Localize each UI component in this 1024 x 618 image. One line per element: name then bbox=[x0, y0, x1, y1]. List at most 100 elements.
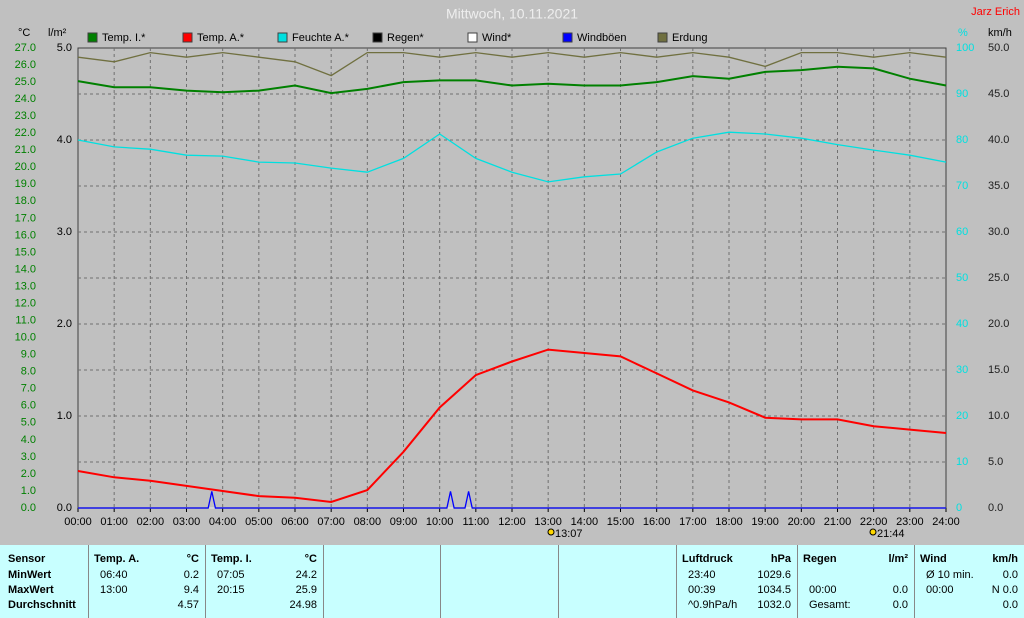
separator bbox=[676, 545, 677, 618]
annotation-icon bbox=[547, 528, 555, 536]
cell-time: 00:39 bbox=[688, 584, 716, 596]
y4-tick-label: 35.0 bbox=[988, 180, 1009, 192]
annotation: 21:44 bbox=[877, 528, 905, 540]
y2-tick-label: 40 bbox=[956, 318, 968, 330]
y4-tick-label: 30.0 bbox=[988, 226, 1009, 238]
y3-unit: l/m² bbox=[48, 27, 67, 39]
x-tick-label: 19:00 bbox=[751, 516, 779, 528]
cell-value: 4.57 bbox=[177, 599, 199, 611]
cell-time: Gesamt: bbox=[809, 599, 851, 611]
y-tick-label: 2.0 bbox=[21, 468, 36, 480]
x-tick-label: 12:00 bbox=[498, 516, 526, 528]
legend-swatch bbox=[372, 32, 383, 43]
y4-unit: km/h bbox=[988, 27, 1012, 39]
column-unit: °C bbox=[304, 553, 317, 565]
x-tick-label: 05:00 bbox=[245, 516, 273, 528]
cell-value: 1029.6 bbox=[757, 569, 791, 581]
legend-label: Temp. I.* bbox=[102, 32, 146, 44]
y-tick-label: 15.0 bbox=[15, 246, 36, 258]
y-tick-label: 13.0 bbox=[15, 280, 36, 292]
x-tick-label: 00:00 bbox=[64, 516, 92, 528]
legend-label: Regen* bbox=[387, 32, 424, 44]
y3-tick-label: 2.0 bbox=[57, 318, 72, 330]
annotation: 13:07 bbox=[555, 528, 583, 540]
x-tick-label: 02:00 bbox=[137, 516, 165, 528]
y2-tick-label: 20 bbox=[956, 410, 968, 422]
y-tick-label: 22.0 bbox=[15, 127, 36, 139]
legend-label: Temp. A.* bbox=[197, 32, 245, 44]
row-label: Durchschnitt bbox=[8, 599, 76, 611]
cell-time: 06:40 bbox=[100, 569, 128, 581]
chart-title: Mittwoch, 10.11.2021 bbox=[446, 6, 578, 22]
table-header: Sensor bbox=[8, 553, 46, 565]
y2-tick-label: 70 bbox=[956, 180, 968, 192]
x-tick-label: 22:00 bbox=[860, 516, 888, 528]
y3-tick-label: 5.0 bbox=[57, 42, 72, 54]
y2-tick-label: 90 bbox=[956, 88, 968, 100]
x-tick-label: 03:00 bbox=[173, 516, 201, 528]
row-label: MaxWert bbox=[8, 584, 54, 596]
column-header: Luftdruck bbox=[682, 553, 733, 565]
y2-tick-label: 100 bbox=[956, 42, 974, 54]
cell-time: 13:00 bbox=[100, 584, 128, 596]
y-tick-label: 9.0 bbox=[21, 349, 36, 361]
x-tick-label: 20:00 bbox=[788, 516, 816, 528]
separator bbox=[797, 545, 798, 618]
y-tick-label: 19.0 bbox=[15, 178, 36, 190]
y-tick-label: 6.0 bbox=[21, 400, 36, 412]
series-line bbox=[77, 348, 947, 504]
stats-table: Sensor MinWert MaxWert Durchschnitt Temp. A.… bbox=[0, 545, 1024, 618]
cell-time: 07:05 bbox=[217, 569, 245, 581]
cell-value: 1032.0 bbox=[757, 599, 791, 611]
legend-swatch bbox=[657, 32, 668, 43]
cell-value: 24.98 bbox=[289, 599, 317, 611]
column-unit: hPa bbox=[770, 553, 791, 565]
x-tick-label: 10:00 bbox=[426, 516, 454, 528]
cell-value: 9.4 bbox=[183, 584, 199, 596]
y-tick-label: 1.0 bbox=[21, 485, 36, 497]
y3-tick-label: 4.0 bbox=[57, 134, 72, 146]
x-tick-label: 24:00 bbox=[932, 516, 960, 528]
x-tick-label: 11:00 bbox=[462, 516, 489, 528]
y-tick-label: 24.0 bbox=[15, 93, 36, 105]
legend-label: Windböen bbox=[577, 32, 627, 44]
annotation-icon bbox=[869, 528, 877, 536]
y2-tick-label: 60 bbox=[956, 226, 968, 238]
x-tick-label: 15:00 bbox=[607, 516, 635, 528]
cell-value: 0.0 bbox=[892, 599, 908, 611]
x-tick-label: 07:00 bbox=[317, 516, 345, 528]
column-header: Regen bbox=[803, 553, 837, 565]
x-tick-label: 23:00 bbox=[896, 516, 924, 528]
column-unit: km/h bbox=[992, 553, 1018, 565]
series-line bbox=[78, 491, 946, 509]
cell-time: ^0.9hPa/h bbox=[688, 599, 738, 611]
separator bbox=[558, 545, 559, 618]
y2-unit: % bbox=[958, 27, 968, 39]
y-tick-label: 18.0 bbox=[15, 195, 36, 207]
cell-time: 23:40 bbox=[688, 569, 716, 581]
x-tick-label: 21:00 bbox=[824, 516, 852, 528]
y4-tick-label: 15.0 bbox=[988, 364, 1009, 376]
y-tick-label: 4.0 bbox=[21, 434, 36, 446]
y-tick-label: 23.0 bbox=[15, 110, 36, 122]
series-line bbox=[77, 65, 947, 95]
y4-tick-label: 5.0 bbox=[988, 456, 1003, 468]
y4-tick-label: 45.0 bbox=[988, 88, 1009, 100]
legend-label: Wind* bbox=[482, 32, 512, 44]
y-tick-label: 21.0 bbox=[15, 144, 36, 156]
y4-tick-label: 50.0 bbox=[988, 42, 1009, 54]
x-tick-label: 09:00 bbox=[390, 516, 418, 528]
y-tick-label: 12.0 bbox=[15, 297, 36, 309]
y2-tick-label: 80 bbox=[956, 134, 968, 146]
cell-value: 0.0 bbox=[1002, 569, 1018, 581]
y2-tick-label: 0 bbox=[956, 502, 962, 514]
legend-swatch bbox=[277, 32, 288, 43]
series-line bbox=[77, 131, 947, 183]
separator bbox=[914, 545, 915, 618]
y3-tick-label: 3.0 bbox=[57, 226, 72, 238]
legend-label: Feuchte A.* bbox=[292, 32, 350, 44]
y4-tick-label: 20.0 bbox=[988, 318, 1009, 330]
y-tick-label: 0.0 bbox=[21, 502, 36, 514]
cell-value: 1034.5 bbox=[757, 584, 791, 596]
cell-value: 25.9 bbox=[295, 584, 317, 596]
